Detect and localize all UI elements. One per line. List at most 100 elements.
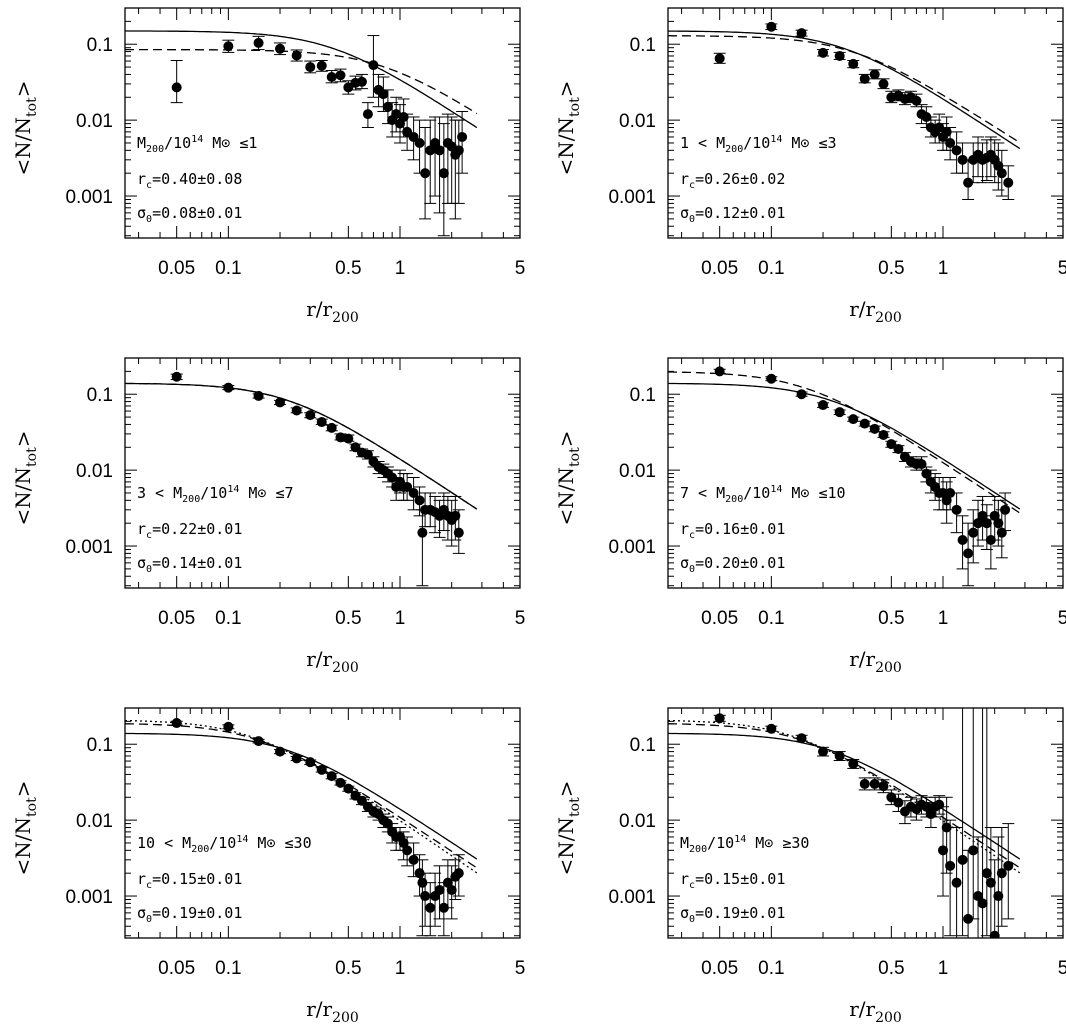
data-point bbox=[453, 145, 464, 156]
data-point bbox=[1003, 860, 1014, 871]
mass-bin-sub: 200 bbox=[725, 494, 743, 505]
data-point bbox=[968, 527, 979, 538]
data-point bbox=[941, 126, 952, 137]
data-point bbox=[291, 50, 302, 61]
x-axis-title: r/r200 bbox=[849, 297, 902, 326]
x-tick-label: 0.1 bbox=[758, 608, 784, 629]
annotation-block: M200/1014 M⊙ ≥30 rc=0.15±0.01 σ0=0.19±0.01 bbox=[680, 834, 809, 925]
panel-3: 0.05 0.1 0.5 1 50.10.010.001r/r200<N/Ntot>3 … bbox=[11, 357, 525, 676]
data-point bbox=[417, 877, 428, 888]
x-axis-title-sub: 200 bbox=[332, 660, 359, 676]
data-point bbox=[408, 487, 419, 498]
data-point bbox=[305, 410, 316, 421]
data-point bbox=[818, 400, 829, 411]
x-axis-title: r/r200 bbox=[306, 297, 359, 326]
data-point bbox=[335, 70, 346, 81]
sigma-sub: 0 bbox=[689, 914, 695, 925]
mass-bin-prefix: M bbox=[680, 834, 689, 852]
mass-bin-exp: 14 bbox=[734, 834, 746, 845]
mass-bin-suffix: M⊙ ≤30 bbox=[248, 834, 311, 852]
data-point bbox=[916, 459, 927, 470]
data-point bbox=[878, 430, 889, 441]
y-tick-label: 0.001 bbox=[65, 537, 113, 558]
data-point bbox=[305, 62, 316, 73]
mass-bin-annotation: 3 < M200/1014 M⊙ ≤7 bbox=[137, 484, 294, 505]
x-tick-label: 0.1 bbox=[215, 258, 241, 279]
mass-bin-exp: 14 bbox=[191, 134, 203, 145]
x-tick-label: 0.1 bbox=[215, 608, 241, 629]
data-point bbox=[945, 487, 956, 498]
x-tick-label: 5 bbox=[515, 258, 526, 279]
x-tick-label: 1 bbox=[395, 258, 406, 279]
rc-annotation: rc=0.16±0.01 bbox=[680, 520, 785, 541]
rc-symbol: r bbox=[680, 870, 689, 888]
data-point bbox=[921, 801, 932, 812]
mass-bin-mid: /10 bbox=[743, 134, 770, 152]
rc-sub: c bbox=[146, 530, 152, 541]
y-axis-title-end: > bbox=[11, 781, 35, 798]
data-point bbox=[963, 548, 974, 559]
data-point bbox=[977, 898, 988, 909]
y-axis-title-main: <N/N bbox=[11, 117, 35, 176]
rc-value: =0.15±0.01 bbox=[695, 870, 785, 888]
data-points bbox=[170, 35, 469, 237]
mass-bin-sub: 200 bbox=[182, 494, 200, 505]
dashed-profile-curve bbox=[668, 35, 1021, 144]
data-point bbox=[434, 145, 445, 156]
data-points bbox=[170, 718, 465, 937]
data-point bbox=[893, 443, 904, 454]
y-tick-label: 0.001 bbox=[608, 187, 656, 208]
data-point bbox=[993, 518, 1004, 529]
y-tick-label: 0.001 bbox=[608, 887, 656, 908]
y-tick-label: 0.001 bbox=[608, 537, 656, 558]
data-point bbox=[859, 778, 870, 789]
mass-bin-annotation: 1 < M200/1014 M⊙ ≤3 bbox=[680, 134, 837, 155]
data-point bbox=[941, 822, 952, 833]
data-point bbox=[305, 757, 316, 768]
data-point bbox=[326, 71, 337, 82]
data-point bbox=[253, 37, 264, 48]
y-tick-label: 0.001 bbox=[65, 887, 113, 908]
data-point bbox=[425, 145, 436, 156]
data-point bbox=[796, 28, 807, 39]
data-point bbox=[343, 433, 354, 444]
data-point bbox=[951, 877, 962, 888]
x-tick-label: 1 bbox=[938, 608, 949, 629]
axis-ticks bbox=[668, 8, 1064, 238]
data-point bbox=[417, 527, 428, 538]
mass-bin-sub: 200 bbox=[146, 144, 164, 155]
panel-6: 0.05 0.1 0.5 1 50.10.010.001r/r200<N/Ntot>M2… bbox=[554, 707, 1066, 1025]
data-point bbox=[951, 504, 962, 515]
data-point bbox=[402, 481, 413, 492]
rc-value: =0.26±0.02 bbox=[695, 170, 785, 188]
data-point bbox=[453, 868, 464, 879]
y-tick-label: 0.01 bbox=[619, 461, 656, 482]
annotation-block: 7 < M200/1014 M⊙ ≤10 rc=0.16±0.01 σ0=0.20±… bbox=[680, 484, 846, 575]
solid-profile-curve bbox=[668, 382, 1021, 510]
rc-symbol: r bbox=[680, 520, 689, 538]
axis-ticks bbox=[125, 8, 521, 238]
mass-bin-suffix: M⊙ ≤7 bbox=[239, 484, 293, 502]
data-point bbox=[420, 168, 431, 179]
data-point bbox=[356, 76, 367, 87]
data-point bbox=[450, 510, 461, 521]
data-point bbox=[993, 891, 1004, 902]
y-axis-title: <N/Ntot> bbox=[554, 81, 583, 176]
data-point bbox=[1003, 177, 1014, 188]
data-point bbox=[796, 389, 807, 400]
data-point bbox=[886, 792, 897, 803]
x-tick-label: 0.5 bbox=[878, 958, 904, 979]
panel-4: 0.05 0.1 0.5 1 50.10.010.001r/r200<N/Ntot>7 … bbox=[554, 357, 1066, 676]
mass-bin-mid: /10 bbox=[209, 834, 236, 852]
data-point bbox=[326, 422, 337, 433]
data-point bbox=[368, 60, 379, 71]
data-point bbox=[382, 101, 393, 112]
data-point bbox=[834, 50, 845, 61]
data-point bbox=[973, 518, 984, 529]
y-axis-title-sub: tot bbox=[24, 797, 40, 817]
model-curves bbox=[668, 30, 1021, 150]
data-point bbox=[316, 60, 327, 71]
sigma-sub: 0 bbox=[146, 914, 152, 925]
solid-profile-curve bbox=[125, 30, 478, 129]
rc-sub: c bbox=[689, 880, 695, 891]
